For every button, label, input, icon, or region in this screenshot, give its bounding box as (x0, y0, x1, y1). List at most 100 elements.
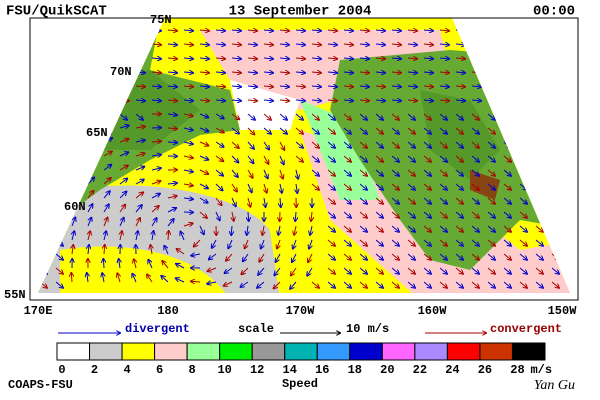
wind-arrow (327, 155, 335, 162)
wind-arrow (296, 183, 297, 193)
wind-arrow (487, 141, 495, 148)
wind-arrow (375, 281, 383, 288)
wind-arrow (279, 141, 284, 150)
wind-arrow (215, 155, 223, 161)
wind-arrow (279, 58, 289, 59)
wind-arrow (551, 30, 561, 31)
wind-arrow (375, 30, 385, 31)
wind-arrow (119, 166, 128, 171)
wind-arrow (183, 142, 193, 144)
wind-arrow (280, 183, 282, 193)
wind-arrow (39, 100, 49, 101)
wind-arrow (407, 225, 415, 232)
wind-arrow (487, 86, 497, 87)
wind-arrow (471, 267, 479, 274)
lon-label: 160W (418, 304, 448, 318)
wind-arrow (310, 225, 312, 235)
wind-arrow (375, 58, 385, 59)
wind-arrow (503, 58, 513, 59)
wind-arrow (327, 72, 337, 73)
wind-arrow (407, 155, 415, 162)
wind-arrow (423, 225, 431, 232)
wind-arrow (55, 183, 63, 190)
wind-arrow (135, 167, 144, 171)
wind-arrow (224, 281, 233, 286)
wind-arrow (519, 141, 527, 148)
wind-arrow (103, 218, 108, 227)
wind-arrow (327, 267, 335, 274)
wind-arrow (391, 225, 399, 232)
colorbar-box (186, 342, 221, 361)
lat-label: 75N (150, 13, 172, 27)
lat-label: 55N (4, 288, 26, 302)
wind-arrow (71, 177, 78, 185)
wind-arrow (455, 211, 463, 218)
wind-arrow (311, 30, 321, 31)
colorbar-label: 22 (413, 363, 427, 377)
wind-arrow (439, 100, 449, 101)
wind-arrow (55, 86, 65, 87)
header-center: 13 September 2004 (229, 4, 372, 20)
wind-arrow (280, 169, 283, 179)
wind-arrow (183, 170, 193, 172)
wind-arrow (567, 183, 570, 191)
wind-arrow (551, 197, 559, 204)
wind-arrow (231, 127, 239, 134)
wind-arrow (423, 281, 431, 288)
wind-arrow (487, 113, 495, 120)
wind-arrow (231, 169, 238, 177)
wind-arrow (327, 100, 337, 101)
wind-arrow (503, 225, 511, 232)
wind-arrow (199, 169, 208, 174)
wind-arrow (199, 44, 209, 45)
wind-arrow (343, 267, 351, 274)
wind-arrow (359, 113, 367, 120)
wind-arrow (327, 30, 337, 31)
wind-arrow (279, 72, 289, 73)
wind-arrow (88, 231, 90, 241)
wind-arrow (167, 142, 177, 143)
wind-arrow (231, 197, 236, 206)
wind-arrow (39, 44, 49, 45)
wind-arrow (207, 282, 217, 284)
wind-arrow (439, 30, 449, 31)
colorbar-label: 16 (315, 363, 329, 377)
wind-arrow (503, 127, 511, 134)
wind-arrow (151, 194, 160, 199)
wind-arrow (439, 267, 447, 274)
wind-arrow (535, 239, 543, 246)
wind-arrow (183, 156, 193, 158)
wind-arrow (151, 155, 161, 156)
wind-arrow (87, 86, 97, 87)
wind-arrow (119, 259, 120, 269)
wind-arrow (471, 197, 479, 204)
wind-arrow (535, 100, 545, 101)
wind-arrow (259, 253, 265, 262)
wind-arrow (423, 197, 431, 204)
wind-arrow (551, 113, 559, 120)
colorbar-label: 14 (283, 363, 297, 377)
wind-arrow (471, 281, 479, 288)
wind-arrow (247, 141, 254, 149)
wind-arrow (455, 155, 463, 162)
wind-arrow (439, 239, 447, 246)
wind-arrow (391, 141, 399, 148)
wind-arrow (567, 113, 570, 121)
wind-arrow (327, 86, 337, 87)
wind-arrow (311, 211, 312, 221)
wind-arrow (278, 225, 280, 235)
wind-arrow (215, 169, 223, 176)
wind-arrow (551, 127, 559, 134)
wind-arrow (247, 72, 257, 73)
colorbar-box (89, 342, 123, 361)
wind-arrow (117, 273, 120, 283)
colorbar-box (479, 342, 513, 361)
wind-arrow (423, 253, 431, 260)
wind-arrow (375, 239, 383, 246)
wind-arrow (231, 225, 232, 235)
wind-arrow (55, 253, 63, 260)
wind-arrow (439, 113, 447, 120)
wind-arrow (55, 141, 63, 148)
wind-arrow (423, 30, 433, 31)
wind-arrow (551, 155, 559, 162)
